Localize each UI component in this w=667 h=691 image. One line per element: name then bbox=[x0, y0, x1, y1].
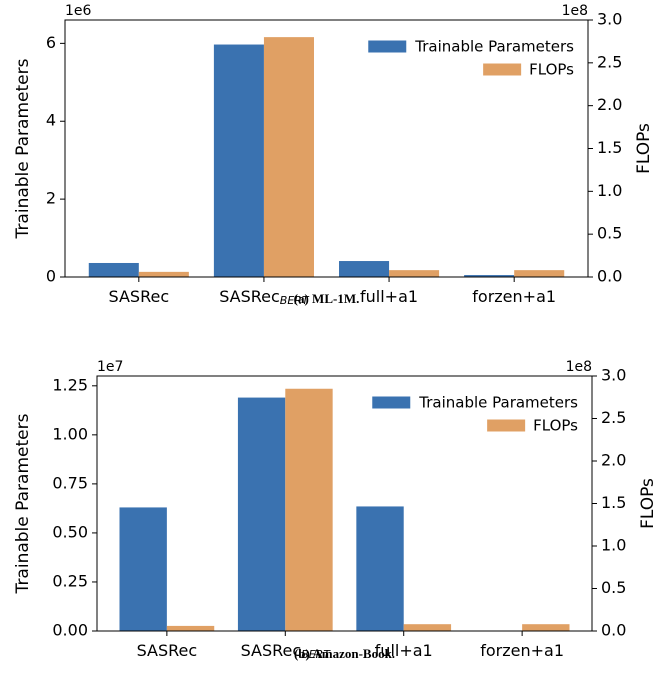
y2-offset-label: 1e8 bbox=[566, 359, 592, 375]
y2-tick-label: 2.0 bbox=[597, 95, 622, 114]
y2-tick-label: 1.0 bbox=[597, 181, 622, 200]
y2-tick-label: 2.5 bbox=[601, 408, 626, 427]
bar bbox=[285, 388, 333, 631]
bar bbox=[403, 624, 452, 631]
category-subscript: BERT bbox=[280, 294, 310, 307]
y2-tick-label: 1.5 bbox=[601, 493, 626, 512]
y-tick-label: 1.00 bbox=[52, 424, 88, 443]
legend-swatch bbox=[487, 419, 526, 432]
bar bbox=[88, 262, 139, 277]
y-tick-label: 6 bbox=[46, 33, 56, 52]
y2-tick-label: 2.5 bbox=[597, 52, 622, 71]
y-tick-label: 0 bbox=[46, 267, 56, 286]
category-name: forzen+a1 bbox=[472, 287, 556, 306]
x-tick-label: SASRec bbox=[137, 641, 198, 660]
plot-frame bbox=[64, 19, 589, 278]
y2-tick-label: 3.0 bbox=[601, 366, 626, 385]
y2-offset-label: 1e8 bbox=[562, 3, 588, 19]
y2-axis-label: FLOPs bbox=[638, 478, 658, 529]
y-offset-label: 1e6 bbox=[65, 3, 92, 19]
y2-tick-label: 2.0 bbox=[601, 451, 626, 470]
legend-label: Trainable Parameters bbox=[414, 38, 574, 56]
y-tick-label: 0.25 bbox=[52, 571, 88, 590]
y-tick-label: 0.50 bbox=[52, 522, 88, 541]
category-subscript: BERT bbox=[301, 648, 331, 661]
y2-tick-label: 0.0 bbox=[597, 267, 622, 286]
legend-label: Trainable Parameters bbox=[418, 394, 578, 412]
x-tick-label: full+a1 bbox=[375, 641, 433, 660]
bar bbox=[166, 625, 215, 631]
y2-tick-label: 3.0 bbox=[597, 10, 622, 29]
bar bbox=[213, 44, 264, 278]
category-name: full+a1 bbox=[360, 287, 418, 306]
legend-swatch bbox=[368, 40, 407, 53]
category-name: forzen+a1 bbox=[480, 641, 564, 660]
legend-label: FLOPs bbox=[529, 61, 574, 79]
y2-axis-label: FLOPs bbox=[634, 123, 654, 174]
plot-frame bbox=[96, 375, 593, 632]
caption: (b) Amazon-Book. bbox=[294, 646, 395, 661]
y2-tick-label: 0.5 bbox=[601, 578, 626, 597]
y-axis-label: Trainable Parameters bbox=[13, 413, 33, 594]
y-tick-label: 0.00 bbox=[52, 621, 88, 640]
y2-tick-label: 1.5 bbox=[597, 138, 622, 157]
category-name: SASRec bbox=[137, 641, 198, 660]
y-tick-label: 2 bbox=[46, 189, 56, 208]
x-tick-label: SASRecBERT bbox=[241, 641, 332, 662]
bar bbox=[464, 275, 515, 277]
bar bbox=[522, 624, 570, 631]
category-name: SASRec bbox=[109, 287, 170, 306]
y2-tick-label: 1.0 bbox=[601, 536, 626, 555]
y2-tick-label: 0.0 bbox=[601, 621, 626, 640]
legend-swatch bbox=[483, 63, 522, 76]
bar bbox=[237, 397, 286, 631]
bar bbox=[514, 270, 565, 277]
bar bbox=[356, 506, 404, 631]
x-tick-label: forzen+a1 bbox=[480, 641, 564, 660]
y-tick-label: 4 bbox=[46, 111, 56, 130]
x-tick-label: SASRec bbox=[109, 287, 170, 306]
category-name: full+a1 bbox=[375, 641, 433, 660]
x-tick-label: forzen+a1 bbox=[472, 287, 556, 306]
bar bbox=[119, 507, 167, 631]
legend-swatch bbox=[372, 396, 411, 409]
y-tick-label: 1.25 bbox=[52, 375, 88, 394]
bar bbox=[339, 261, 390, 277]
y2-tick-label: 0.5 bbox=[597, 224, 622, 243]
bar bbox=[389, 270, 440, 277]
bar bbox=[138, 271, 189, 277]
y-tick-label: 0.75 bbox=[52, 473, 88, 492]
caption: (a) ML-1M. bbox=[294, 291, 360, 306]
bar bbox=[263, 37, 314, 278]
legend-label: FLOPs bbox=[533, 417, 578, 435]
x-tick-label: SASRecBERT bbox=[219, 287, 310, 308]
y-offset-label: 1e7 bbox=[97, 359, 123, 375]
category-name: SASRec bbox=[219, 287, 280, 306]
x-tick-label: full+a1 bbox=[360, 287, 418, 306]
y-axis-label: Trainable Parameters bbox=[13, 58, 33, 239]
category-name: SASRec bbox=[241, 641, 302, 660]
